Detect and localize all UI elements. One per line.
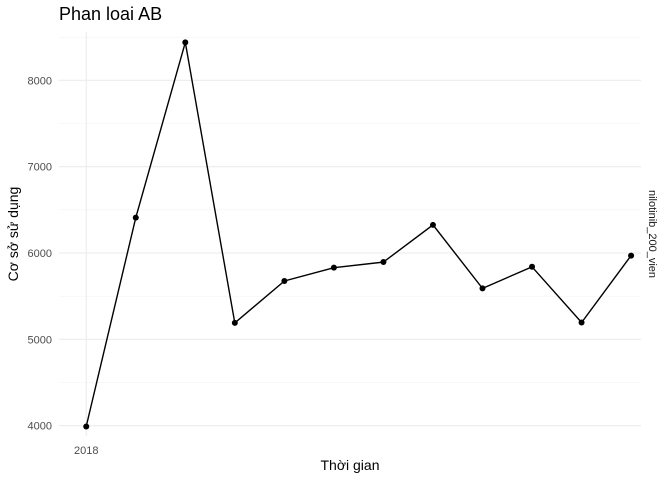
data-point	[628, 252, 635, 259]
data-point	[83, 423, 90, 430]
data-point	[479, 285, 486, 292]
y-tick-label: 5000	[28, 334, 52, 346]
data-point	[182, 39, 189, 46]
data-point	[330, 264, 337, 271]
data-point	[380, 259, 387, 266]
y-tick-label: 4000	[28, 421, 52, 433]
chart-title: Phan loai AB	[59, 4, 162, 24]
data-point	[231, 319, 238, 326]
y-tick-label: 7000	[28, 162, 52, 174]
grid	[59, 32, 641, 436]
x-axis-label: Thời gian	[321, 457, 380, 473]
series-line	[85, 42, 632, 427]
data-point	[132, 214, 139, 221]
data-points	[83, 39, 635, 430]
y-tick-label: 8000	[28, 75, 52, 87]
y-axis-ticks: 4000 5000 6000 7000 8000	[28, 75, 52, 432]
facet-strip-label: nilotinib_200_vien	[646, 190, 658, 278]
y-tick-label: 6000	[28, 248, 52, 260]
data-point	[578, 319, 585, 326]
y-axis-label: Cơ sở sử dụng	[5, 187, 21, 282]
data-point	[429, 221, 436, 228]
data-point	[281, 278, 288, 285]
x-axis-ticks: 2018	[74, 445, 98, 457]
x-tick-label: 2018	[74, 445, 98, 457]
data-point	[529, 263, 536, 270]
